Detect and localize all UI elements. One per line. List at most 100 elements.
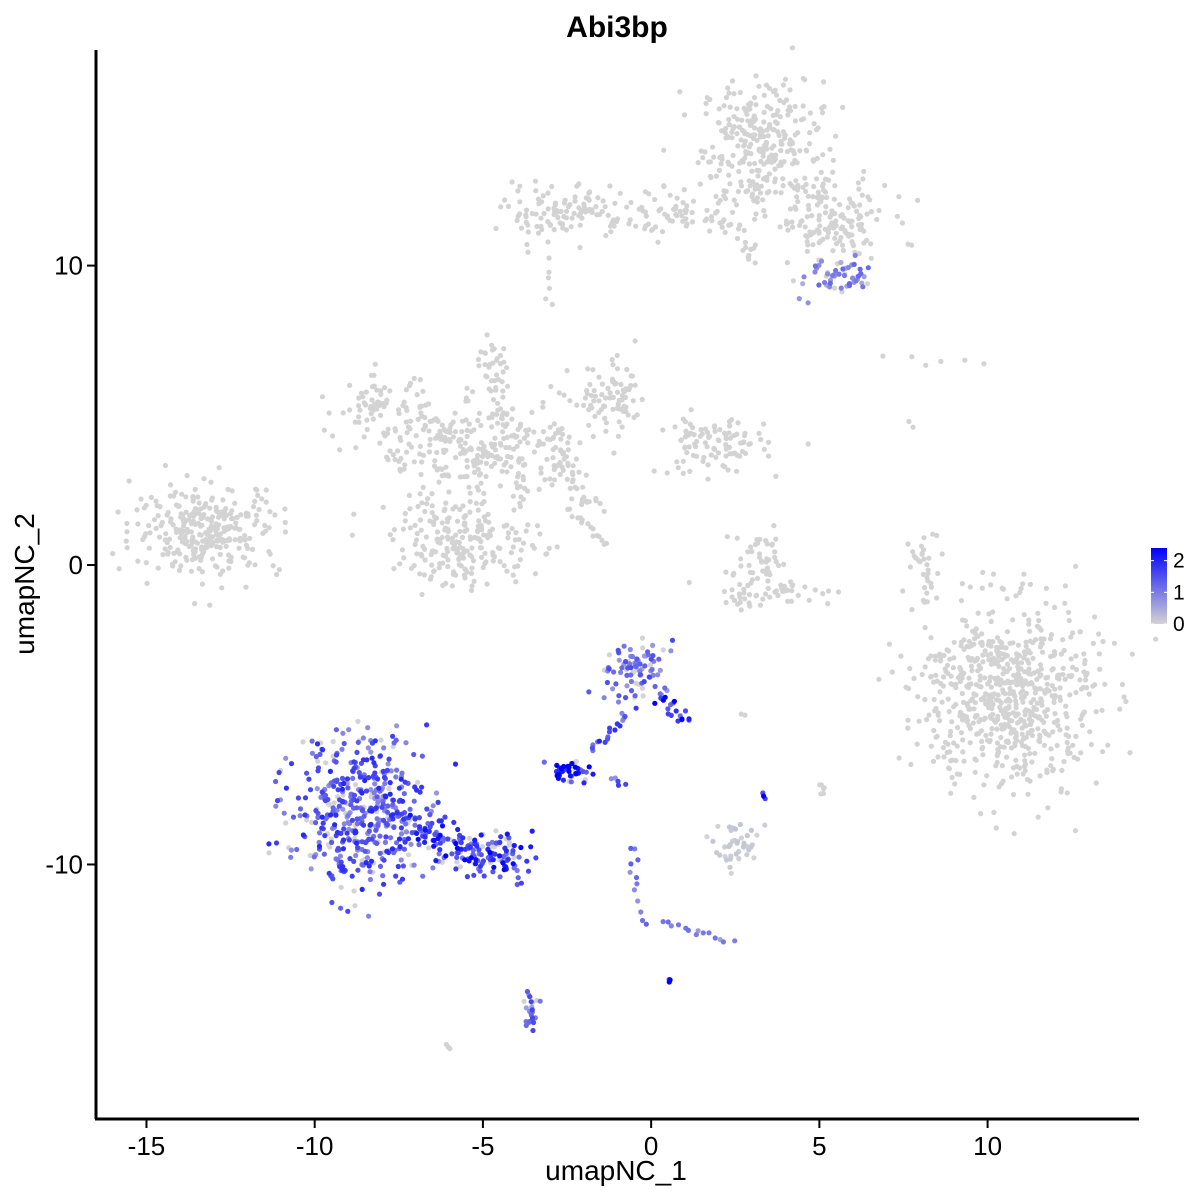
cell-point — [365, 745, 371, 751]
cell-point — [920, 571, 927, 578]
cell-point — [469, 554, 475, 560]
cell-point — [517, 500, 523, 506]
cell-point — [791, 151, 797, 157]
cell-point — [810, 242, 816, 248]
cell-point — [1022, 752, 1028, 758]
cell-point — [489, 526, 496, 532]
cell-point — [905, 717, 911, 723]
cell-point — [531, 429, 537, 435]
cell-point — [700, 155, 706, 161]
cell-point — [449, 851, 455, 857]
cell-point — [1015, 642, 1022, 648]
cell-point — [642, 663, 648, 669]
cell-point — [985, 642, 992, 648]
cell-point — [495, 420, 501, 426]
cell-point — [606, 652, 613, 658]
cell-point — [693, 932, 699, 938]
cell-point — [354, 749, 360, 756]
cell-point — [713, 193, 719, 199]
cell-point — [907, 564, 914, 570]
cell-point — [928, 635, 934, 641]
cell-point — [514, 881, 520, 888]
cell-point — [748, 844, 754, 850]
cell-point — [1034, 706, 1040, 713]
cell-point — [356, 414, 362, 420]
cell-point — [381, 402, 387, 408]
cell-point — [652, 683, 658, 690]
cell-point — [623, 695, 629, 701]
cell-point — [425, 496, 431, 502]
cell-point — [762, 822, 768, 828]
cell-point — [228, 515, 235, 522]
cell-point — [469, 545, 475, 551]
cell-point — [527, 994, 533, 1000]
cell-point — [452, 761, 459, 767]
cell-point — [457, 506, 463, 513]
cell-point — [523, 528, 529, 534]
cell-point — [591, 388, 597, 394]
cell-point — [467, 499, 473, 505]
cell-point — [486, 519, 492, 525]
cell-point — [572, 198, 578, 204]
cell-point — [437, 832, 443, 838]
cell-point — [461, 514, 467, 521]
cell-point — [782, 588, 788, 594]
cell-point — [734, 468, 740, 474]
cell-point — [720, 463, 726, 469]
cell-point — [632, 382, 638, 388]
cell-point — [493, 828, 499, 834]
cell-point — [432, 831, 438, 837]
cell-point — [490, 869, 496, 875]
cell-point — [853, 278, 859, 284]
cell-point — [734, 235, 741, 242]
cell-point — [418, 527, 424, 533]
cell-point — [722, 430, 728, 436]
cell-point — [449, 583, 455, 589]
cell-point — [537, 531, 543, 537]
cell-point — [628, 665, 634, 671]
cell-point — [570, 463, 576, 469]
cell-point — [1105, 742, 1111, 748]
cell-point — [894, 213, 901, 219]
cell-point — [146, 545, 152, 551]
cell-point — [1004, 661, 1011, 667]
cell-point — [772, 179, 778, 185]
cell-point — [472, 861, 479, 867]
cell-point — [578, 520, 585, 526]
cell-point — [727, 856, 734, 862]
cell-point — [347, 382, 353, 388]
cell-point — [513, 480, 519, 486]
cell-point — [404, 407, 410, 413]
cell-point — [579, 496, 586, 502]
cell-point — [1066, 618, 1072, 624]
color-legend: 012 — [1151, 548, 1185, 636]
cell-point — [752, 186, 758, 192]
cell-point — [1081, 651, 1087, 657]
cell-point — [414, 830, 420, 837]
cell-point — [153, 525, 159, 532]
cell-point — [536, 486, 542, 492]
cell-point — [468, 445, 474, 451]
cell-point — [961, 646, 967, 653]
cell-point — [757, 602, 764, 608]
cell-point — [797, 148, 803, 154]
cell-point — [490, 397, 497, 403]
cell-point — [717, 154, 723, 160]
cell-point — [540, 404, 546, 410]
cell-point — [395, 448, 401, 454]
cell-point — [196, 566, 202, 572]
cell-point — [553, 444, 559, 451]
cell-point — [273, 803, 279, 809]
cell-point — [580, 484, 586, 490]
cell-point — [336, 803, 342, 809]
cell-point — [490, 552, 496, 558]
cell-point — [399, 876, 406, 882]
cell-point — [1007, 685, 1013, 692]
cell-point — [380, 873, 386, 879]
cell-point — [1153, 636, 1159, 642]
cell-point — [726, 222, 732, 228]
cell-point — [518, 494, 524, 500]
cell-point — [429, 491, 435, 497]
cell-point — [396, 410, 402, 417]
cell-point — [417, 824, 423, 830]
